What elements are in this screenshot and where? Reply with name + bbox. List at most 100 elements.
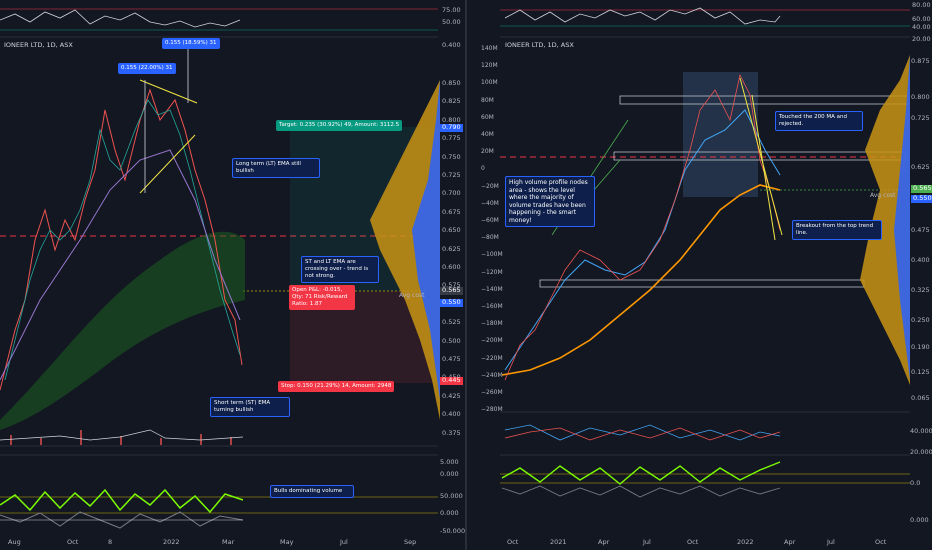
price-tag: 0.565 [440,286,463,295]
measure-label: 0.155 (22.00%) 31 [118,63,176,74]
price-axis-label: 0.475 [442,355,461,363]
volume-axis-label: 40M [481,131,494,138]
volume-axis-label: −60M [481,217,499,224]
volume-axis-label: 60M [481,113,494,121]
price-axis-label: 0.425 [442,391,461,400]
volume-axis-label: −200M [481,337,503,345]
osc-axis-label: 50.000 [440,492,463,500]
volume-axis-label: 20M [481,148,494,156]
x-axis-label: Jul [827,538,835,546]
price-axis-label: 0.565 [911,184,932,193]
callout: Breakout from the top trend line. [792,220,882,240]
measure-label: 0.155 (18.59%) 31 [162,38,220,49]
volume-axis-label: 120M [481,62,498,70]
x-axis-label: Apr [598,538,610,546]
volume-axis-label: 100M [481,79,498,87]
price-axis-label: 0.550 [911,194,932,203]
price-tag: 0.445 [440,376,463,385]
x-axis-label: Apr [784,538,796,546]
callout: Short term (ST) EMA turning bullish [210,397,290,417]
osc-axis-label: 20.000 [910,448,932,456]
callout: Touched the 200 MA and rejected. [775,111,863,131]
x-axis-label: Oct [67,538,79,546]
price-axis-label: 0.875 [911,57,930,65]
volume-axis-label: −100M [481,251,503,259]
osc-axis-label: -50.000 [440,527,466,535]
x-axis-label: May [280,538,294,546]
price-axis-label: 0.725 [911,114,930,122]
volume-axis-label: 140M [481,45,498,52]
price-axis-label: 0.625 [911,163,930,171]
x-axis-label: Oct [687,538,699,546]
price-axis-label: 0.750 [442,152,461,161]
volume-axis-label: −240M [481,371,503,379]
osc-axis-label: 0.000 [440,509,459,517]
price-axis-label: 0.775 [442,134,461,143]
price-axis-label: 0.475 [911,226,930,234]
target-label: Target: 0.235 (30.92%) 49, Amount: 3112.… [276,120,403,131]
x-axis-label: Oct [507,538,519,546]
rsi-axis-label: 60.00 [912,15,931,23]
rsi-axis-label: 40.00 [912,23,931,31]
x-axis-label: 2022 [163,538,180,546]
x-axis-label: Sep [404,538,417,546]
volume-axis-label: −20M [481,182,499,190]
avg-cost-label: Avg cost [399,292,425,299]
x-axis-label: Jul [643,538,651,546]
volume-axis-label: −180M [481,320,503,328]
volume-axis-label: −220M [481,354,503,362]
callout: High volume profile nodes area - shows t… [505,176,595,227]
volume-axis-label: −120M [481,268,503,276]
price-axis-label: 0.375 [442,428,461,437]
x-axis-label: Aug [8,538,21,546]
x-axis-label: 8 [108,538,113,546]
volume-axis-label: −260M [481,389,503,396]
price-axis-label: 0.850 [442,79,461,87]
rsi-axis-label: 20.00 [912,35,931,43]
rsi-axis-label: 80.00 [912,1,931,9]
price-axis-label: 0.675 [442,207,461,216]
price-axis-label: 0.725 [442,171,461,179]
price-axis-label: 0.575 [442,281,461,290]
axis-label: 0.400 [442,41,461,49]
price-axis-label: 0.400 [442,410,461,419]
osc-axis-label: 40.000 [910,427,932,435]
x-axis-label: Jul [340,538,348,546]
x-axis-label: Oct [875,538,887,546]
volume-axis-label: −160M [481,303,503,310]
price-axis-label: 0.190 [911,343,930,351]
price-tag: 0.790 [440,123,463,132]
volume-axis-label: −280M [481,406,503,414]
callout: Long term (LT) EMA still bullish [232,158,320,178]
avg-cost-label: Avg cost [870,192,896,199]
osc-axis-label: 0.000 [910,516,929,524]
price-axis-label: 0.250 [911,316,930,324]
rsi-axis-label: 50.00 [442,18,461,26]
price-axis-label: 0.700 [442,189,461,198]
osc-axis-label: 0.000 [440,470,459,478]
price-tag: 0.550 [440,298,463,307]
price-axis-label: 0.325 [911,286,930,294]
price-axis-label: 0.825 [442,97,461,106]
price-axis-label: 0.125 [911,368,930,376]
price-axis-label: 0.650 [442,226,461,235]
osc-axis-label: 0.0 [910,479,921,487]
price-axis-label: 0.400 [911,256,930,264]
x-axis-label: 2021 [550,538,567,546]
stop-label: Stop: 0.150 (21.29%) 14, Amount: 2948 [278,381,395,392]
volume-axis-label: 0 [481,165,485,173]
price-axis-label: 0.800 [911,93,930,101]
osc-axis-label: 5.000 [440,458,459,466]
price-axis-label: 0.500 [442,336,461,345]
volume-axis-label: −40M [481,199,499,207]
chart-title: IONEER LTD, 1D, ASX [4,41,73,49]
callout: Bulls dominating volume [270,485,354,498]
price-axis-label: 0.600 [442,263,461,271]
callout: ST and LT EMA are crossing over - trend … [301,256,379,283]
volume-axis-label: −140M [481,285,503,293]
price-axis-label: 0.065 [911,394,930,402]
volume-axis-label: −80M [481,234,499,242]
chart-title: IONEER LTD, 1D, ASX [505,41,574,49]
price-axis-label: 0.625 [442,244,461,253]
